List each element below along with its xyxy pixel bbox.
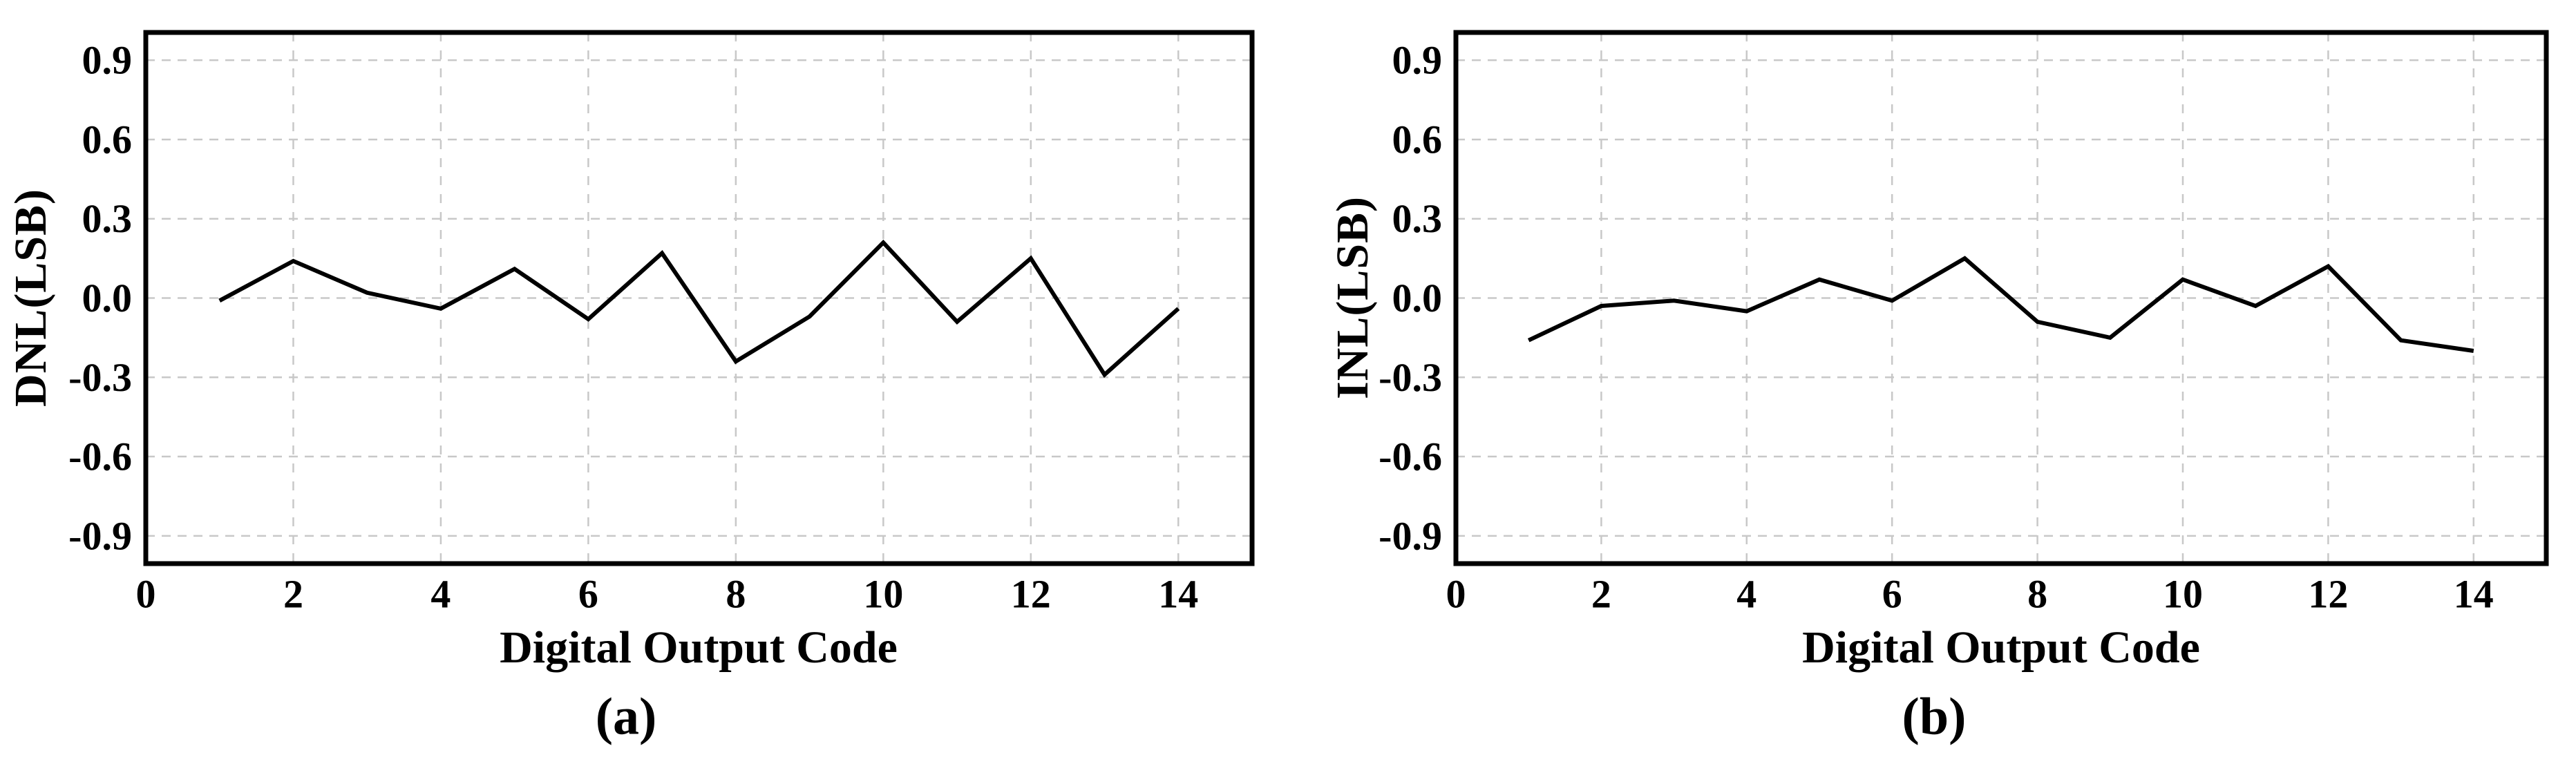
x-tick-label: 8 (2027, 572, 2047, 617)
x-tick-label: 4 (430, 572, 451, 617)
panel-a-y-axis-label: DNL(LSB) (6, 188, 56, 408)
y-tick-label: -0.3 (68, 355, 132, 400)
y-tick-label: -0.6 (68, 434, 132, 479)
x-tick-label: 12 (2308, 572, 2348, 617)
x-tick-label: 2 (1591, 572, 1611, 617)
x-tick-label: 0 (136, 572, 156, 617)
panel-b: 0.9 0.6 0.3 0.0 -0.3 -0.6 -0.9 0 2 4 6 8 10 12 14 INL(… (1288, 0, 2576, 757)
panel-b-chart: 0.9 0.6 0.3 0.0 -0.3 -0.6 -0.90 2 4 6 8 10 12 14 (1379, 30, 2549, 617)
y-tick-label: 0.6 (1392, 117, 1443, 162)
y-tick-label: -0.9 (68, 513, 132, 558)
y-tick-label: 0.3 (1392, 196, 1443, 241)
y-tick-label: 0.0 (1392, 276, 1443, 320)
x-tick-label: 0 (1446, 572, 1466, 617)
panel-b-caption: (b) (1902, 687, 1967, 746)
plot-frame (1453, 30, 2549, 566)
x-tick-label: 10 (2163, 572, 2203, 617)
panel-a-x-axis-label: Digital Output Code (500, 622, 898, 673)
y-tick-label: -0.3 (1379, 355, 1442, 400)
y-tick-label: 0.3 (82, 196, 133, 241)
y-tick-label: 0.0 (82, 276, 133, 320)
panel-a-caption: (a) (595, 687, 657, 746)
plot-frame (143, 30, 1255, 566)
x-tick-label: 10 (863, 572, 903, 617)
x-tick-label: 4 (1736, 572, 1756, 617)
x-tick-label: 6 (578, 572, 598, 617)
x-tick-label: 12 (1011, 572, 1051, 617)
y-tick-label: 0.9 (82, 38, 133, 83)
y-tick-label: -0.9 (1379, 513, 1442, 558)
panel-a-chart: 0.9 0.6 0.3 0.0 -0.3 -0.6 -0.90 2 4 6 8 10 12 14 (68, 30, 1255, 617)
y-tick-label: -0.6 (1379, 434, 1442, 479)
y-tick-label: 0.6 (82, 117, 133, 162)
x-tick-label: 6 (1882, 572, 1902, 617)
x-tick-label: 14 (1158, 572, 1198, 617)
panel-b-y-axis-label: INL(LSB) (1327, 195, 1378, 400)
x-tick-label: 2 (283, 572, 303, 617)
x-tick-label: 14 (2454, 572, 2494, 617)
data-line-series (1527, 256, 2474, 353)
data-line-series (218, 239, 1180, 378)
panel-b-x-axis-label: Digital Output Code (1802, 622, 2200, 673)
panel-a: 0.9 0.6 0.3 0.0 -0.3 -0.6 -0.9 0 2 4 6 8 10 12 14 DNL(… (6, 30, 1255, 746)
y-tick-label: 0.9 (1392, 38, 1443, 83)
x-tick-label: 8 (726, 572, 746, 617)
